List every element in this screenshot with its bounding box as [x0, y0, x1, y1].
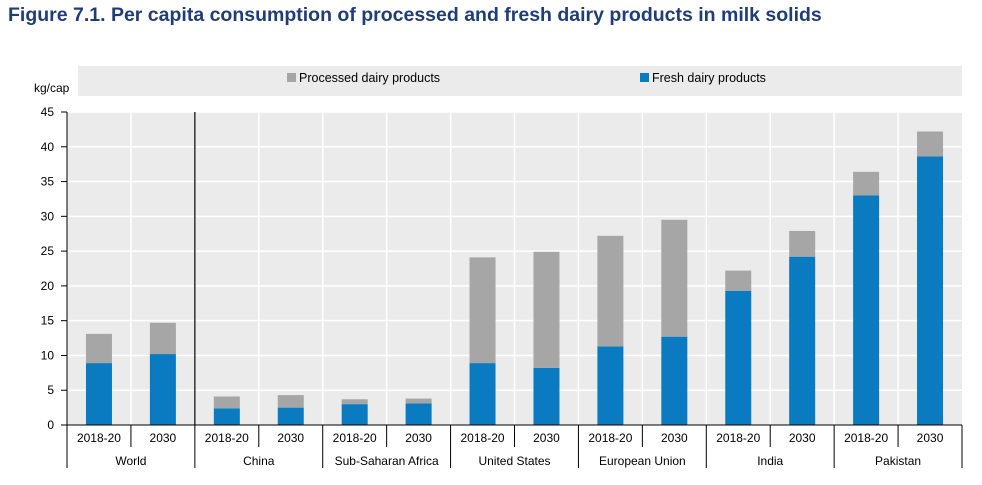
bar-processed-dairy — [789, 230, 816, 257]
bar-processed-dairy — [661, 219, 688, 337]
x-tick-label: 2030 — [789, 431, 816, 445]
x-tick-label: 2018-20 — [844, 431, 888, 445]
legend-label: Processed dairy products — [299, 71, 440, 85]
bar-processed-dairy — [469, 257, 496, 364]
bar-processed-dairy — [85, 333, 112, 364]
bar-fresh-dairy — [341, 404, 368, 425]
bar-processed-dairy — [533, 251, 560, 368]
bar-fresh-dairy — [277, 407, 304, 425]
x-tick-label: 2018-20 — [461, 431, 505, 445]
x-group-label: India — [757, 454, 783, 468]
x-tick-label: 2018-20 — [333, 431, 377, 445]
y-tick-label: 0 — [47, 418, 54, 432]
y-tick-label: 5 — [47, 383, 54, 397]
bar-processed-dairy — [405, 398, 432, 404]
legend-swatch — [640, 73, 649, 82]
bar-processed-dairy — [725, 270, 752, 291]
x-tick-label: 2018-20 — [77, 431, 121, 445]
y-tick-label: 15 — [41, 314, 55, 328]
x-tick-label: 2030 — [405, 431, 432, 445]
bar-fresh-dairy — [213, 408, 240, 425]
bars — [85, 131, 944, 425]
x-tick-label: 2018-20 — [205, 431, 249, 445]
x-group-label: China — [243, 454, 275, 468]
legend: Processed dairy products Fresh dairy prod… — [287, 71, 766, 85]
axes: 0 5 10 15 20 25 30 35 40 45 2018-20 2030 2018-20 2030… — [41, 105, 963, 468]
y-tick-label: 25 — [41, 244, 55, 258]
x-tick-label: 2018-20 — [588, 431, 632, 445]
x-group-label: United States — [478, 454, 550, 468]
bar-fresh-dairy — [597, 346, 624, 425]
bar-processed-dairy — [149, 322, 176, 355]
bar-processed-dairy — [341, 399, 368, 405]
bar-fresh-dairy — [85, 363, 112, 425]
bar-processed-dairy — [277, 395, 304, 408]
y-tick-label: 40 — [41, 140, 55, 154]
x-tick-label: 2030 — [277, 431, 304, 445]
legend-background — [78, 66, 962, 96]
x-group-label: Pakistan — [875, 454, 921, 468]
y-tick-label: 45 — [41, 105, 55, 119]
y-tick-label: 10 — [41, 348, 55, 362]
x-group-label: Sub-Saharan Africa — [335, 454, 439, 468]
legend-swatch — [287, 73, 296, 82]
x-tick-label: 2030 — [533, 431, 560, 445]
x-tick-label: 2030 — [150, 431, 177, 445]
bar-fresh-dairy — [725, 290, 752, 425]
figure-title: Figure 7.1. Per capita consumption of pr… — [8, 4, 822, 26]
bar-processed-dairy — [853, 171, 880, 196]
x-group-label: World — [115, 454, 146, 468]
y-tick-label: 35 — [41, 175, 55, 189]
bar-fresh-dairy — [405, 403, 432, 425]
grid-lines — [67, 111, 962, 425]
x-group-label: European Union — [599, 454, 686, 468]
x-tick-label: 2030 — [661, 431, 688, 445]
bar-processed-dairy — [597, 235, 624, 347]
x-tick-label: 2018-20 — [716, 431, 760, 445]
y-tick-label: 20 — [41, 279, 55, 293]
bar-fresh-dairy — [853, 195, 880, 425]
bar-fresh-dairy — [661, 336, 688, 425]
bar-fresh-dairy — [469, 363, 496, 425]
y-tick-label: 30 — [41, 209, 55, 223]
bar-fresh-dairy — [917, 156, 944, 425]
y-axis-label: kg/cap — [34, 81, 70, 95]
legend-label: Fresh dairy products — [652, 71, 766, 85]
bar-processed-dairy — [213, 396, 240, 409]
bar-processed-dairy — [917, 131, 944, 157]
bar-fresh-dairy — [149, 354, 176, 425]
x-tick-label: 2030 — [917, 431, 944, 445]
bar-fresh-dairy — [533, 367, 560, 425]
bar-fresh-dairy — [789, 256, 816, 425]
